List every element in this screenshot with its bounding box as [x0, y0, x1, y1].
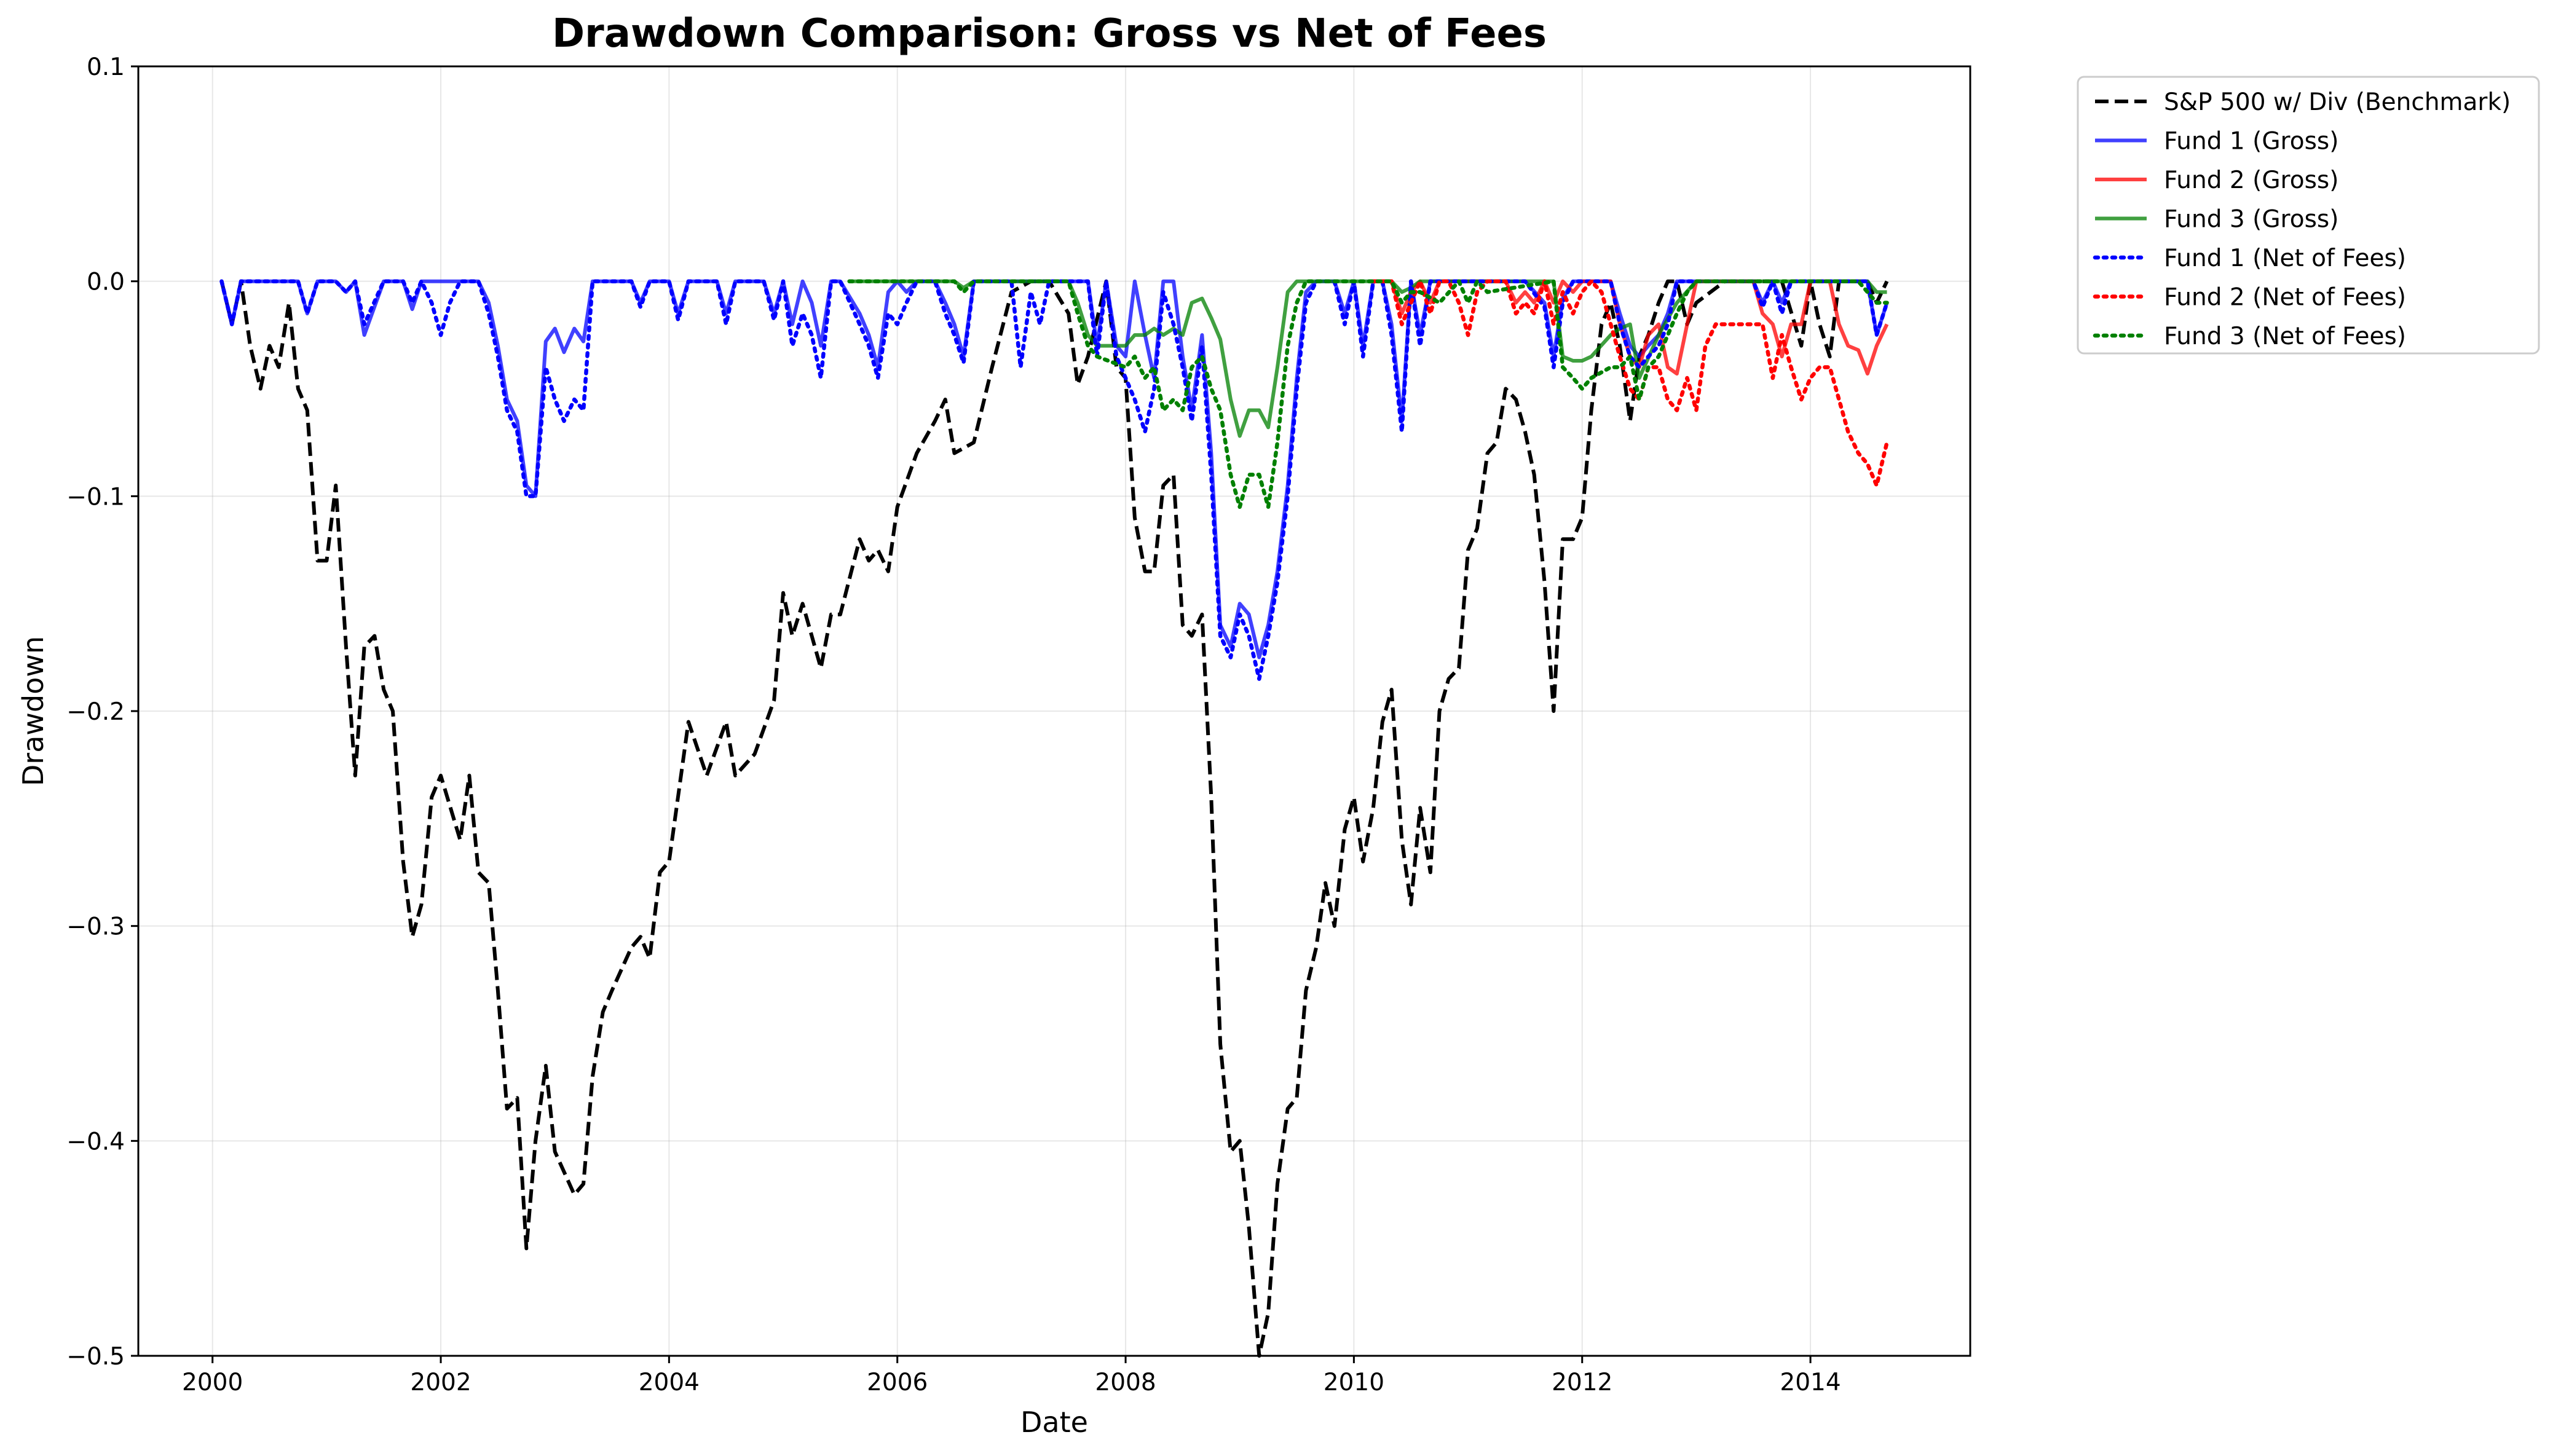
y-tick-label: −0.3 — [66, 913, 125, 941]
x-tick-label: 2008 — [1095, 1369, 1156, 1396]
y-tick-label: 0.0 — [87, 269, 125, 296]
legend-label: Fund 2 (Gross) — [2164, 167, 2338, 194]
legend-label: Fund 3 (Net of Fees) — [2164, 323, 2406, 350]
y-tick-label: −0.2 — [66, 698, 125, 726]
x-tick-label: 2012 — [1552, 1369, 1612, 1396]
series-line-6 — [1371, 279, 1889, 488]
x-tick-label: 2004 — [639, 1369, 700, 1396]
axis-ticks: 2000 2002 2004 2006 2008 2010 2012 2014 0.1 0.0 −0… — [66, 53, 1841, 1396]
y-tick-label: 0.1 — [87, 53, 125, 81]
series-line-1 — [219, 279, 1889, 1358]
x-tick-label: 2010 — [1324, 1369, 1384, 1396]
series-line-7 — [847, 279, 1889, 510]
legend-frame — [2077, 76, 2540, 355]
y-tick-label: −0.4 — [66, 1128, 125, 1155]
y-tick-label: −0.5 — [66, 1343, 125, 1371]
legend-label: Fund 2 (Net of Fees) — [2164, 284, 2406, 312]
legend-label: S&P 500 w/ Div (Benchmark) — [2164, 89, 2511, 116]
y-tick-label: −0.1 — [66, 483, 125, 511]
x-tick-label: 2002 — [410, 1369, 471, 1396]
x-tick-label: 2000 — [182, 1369, 243, 1396]
y-axis-label: Drawdown — [17, 636, 50, 786]
x-axis-label: Date — [1020, 1406, 1088, 1439]
legend-label: Fund 1 (Gross) — [2164, 128, 2338, 155]
x-tick-label: 2006 — [867, 1369, 928, 1396]
chart-title: Drawdown Comparison: Gross vs Net of Fee… — [552, 11, 1547, 57]
legend-label: Fund 3 (Gross) — [2164, 206, 2338, 234]
legend: S&P 500 w/ Div (Benchmark) Fund 1 (Gross)… — [2077, 76, 2540, 355]
legend-label: Fund 1 (Net of Fees) — [2164, 245, 2406, 272]
x-tick-label: 2014 — [1780, 1369, 1841, 1396]
series-lines — [219, 279, 1889, 1358]
